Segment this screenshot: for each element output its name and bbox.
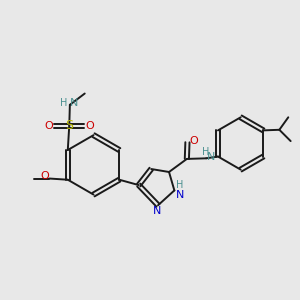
Text: O: O	[189, 136, 198, 146]
Text: O: O	[44, 121, 53, 130]
Text: N: N	[70, 98, 78, 108]
Text: N: N	[153, 206, 161, 216]
Text: N: N	[176, 190, 184, 200]
Text: S: S	[65, 119, 73, 132]
Text: H: H	[60, 98, 67, 108]
Text: H: H	[176, 180, 183, 190]
Text: O: O	[40, 172, 49, 182]
Text: H: H	[202, 147, 209, 157]
Text: O: O	[86, 121, 94, 130]
Text: N: N	[206, 152, 215, 162]
